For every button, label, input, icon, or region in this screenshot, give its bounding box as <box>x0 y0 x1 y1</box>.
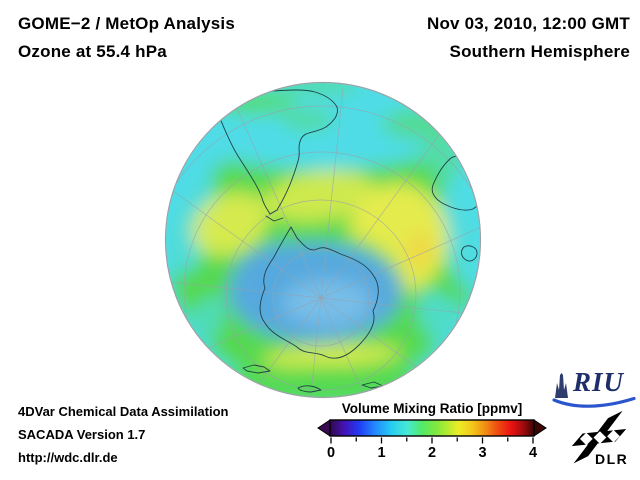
island-outline <box>242 364 271 374</box>
south-america-outline <box>214 106 271 215</box>
riu-logo-graphics <box>552 373 636 408</box>
header-right: Nov 03, 2010, 12:00 GMT Southern Hemisph… <box>427 10 630 66</box>
colorbar-gradient <box>329 419 535 437</box>
colorbar-ticks <box>330 437 534 444</box>
date-label: Nov 03, 2010, 12:00 GMT <box>426 14 630 33</box>
riu-swoosh <box>552 396 636 408</box>
globe-rim <box>164 81 482 399</box>
riu-logo: RIU <box>552 367 640 412</box>
header-left: GOME−2 / MetOp Analysis Ozone at 55.4 hP… <box>18 10 235 66</box>
colorbar-right-arrow <box>533 419 547 437</box>
colorbar-tick-label: 2 <box>427 445 437 461</box>
url-label: http://wdc.dlr.de <box>18 450 118 465</box>
ozone-field <box>166 83 480 397</box>
south-america-outline <box>214 89 338 215</box>
assimilation-label: 4DVar Chemical Data Assimilation <box>18 404 229 419</box>
colorbar-tick-label: 3 <box>478 445 487 461</box>
footer-credits: 4DVar Chemical Data Assimilation SACADA … <box>18 400 229 469</box>
tierra-del-fuego-outline <box>265 215 284 222</box>
colorbar-scale <box>317 419 547 444</box>
dlr-emblem-icon <box>571 410 627 464</box>
coast-fragment <box>376 88 390 93</box>
colorbar-tick-label: 4 <box>528 445 538 461</box>
dlr-logo-text: DLR <box>595 451 629 467</box>
antarctica-outline <box>259 226 379 359</box>
page-title: GOME−2 / MetOp Analysis <box>18 14 236 33</box>
coastlines <box>214 88 480 393</box>
version-label: SACADA Version 1.7 <box>18 427 146 442</box>
riu-logo-text: RIU <box>573 367 625 397</box>
hemisphere-label: Southern Hemisphere <box>449 42 630 61</box>
tasmania-outline <box>461 245 478 262</box>
dlr-logo: DLR <box>568 407 640 471</box>
colorbar-left-arrow <box>317 419 331 437</box>
cathedral-icon <box>555 373 568 398</box>
island-outline <box>297 385 322 393</box>
colorbar-tick-label: 0 <box>326 445 336 461</box>
colorbar-tick-labels: 0 1 2 3 4 <box>316 445 548 462</box>
page-subtitle: Ozone at 55.4 hPa <box>18 42 167 61</box>
colorbar: Volume Mixing Ratio [ppmv] 0 1 2 3 4 <box>316 401 548 462</box>
colorbar-title: Volume Mixing Ratio [ppmv] <box>341 401 523 416</box>
colorbar-tick-label: 1 <box>377 445 386 461</box>
